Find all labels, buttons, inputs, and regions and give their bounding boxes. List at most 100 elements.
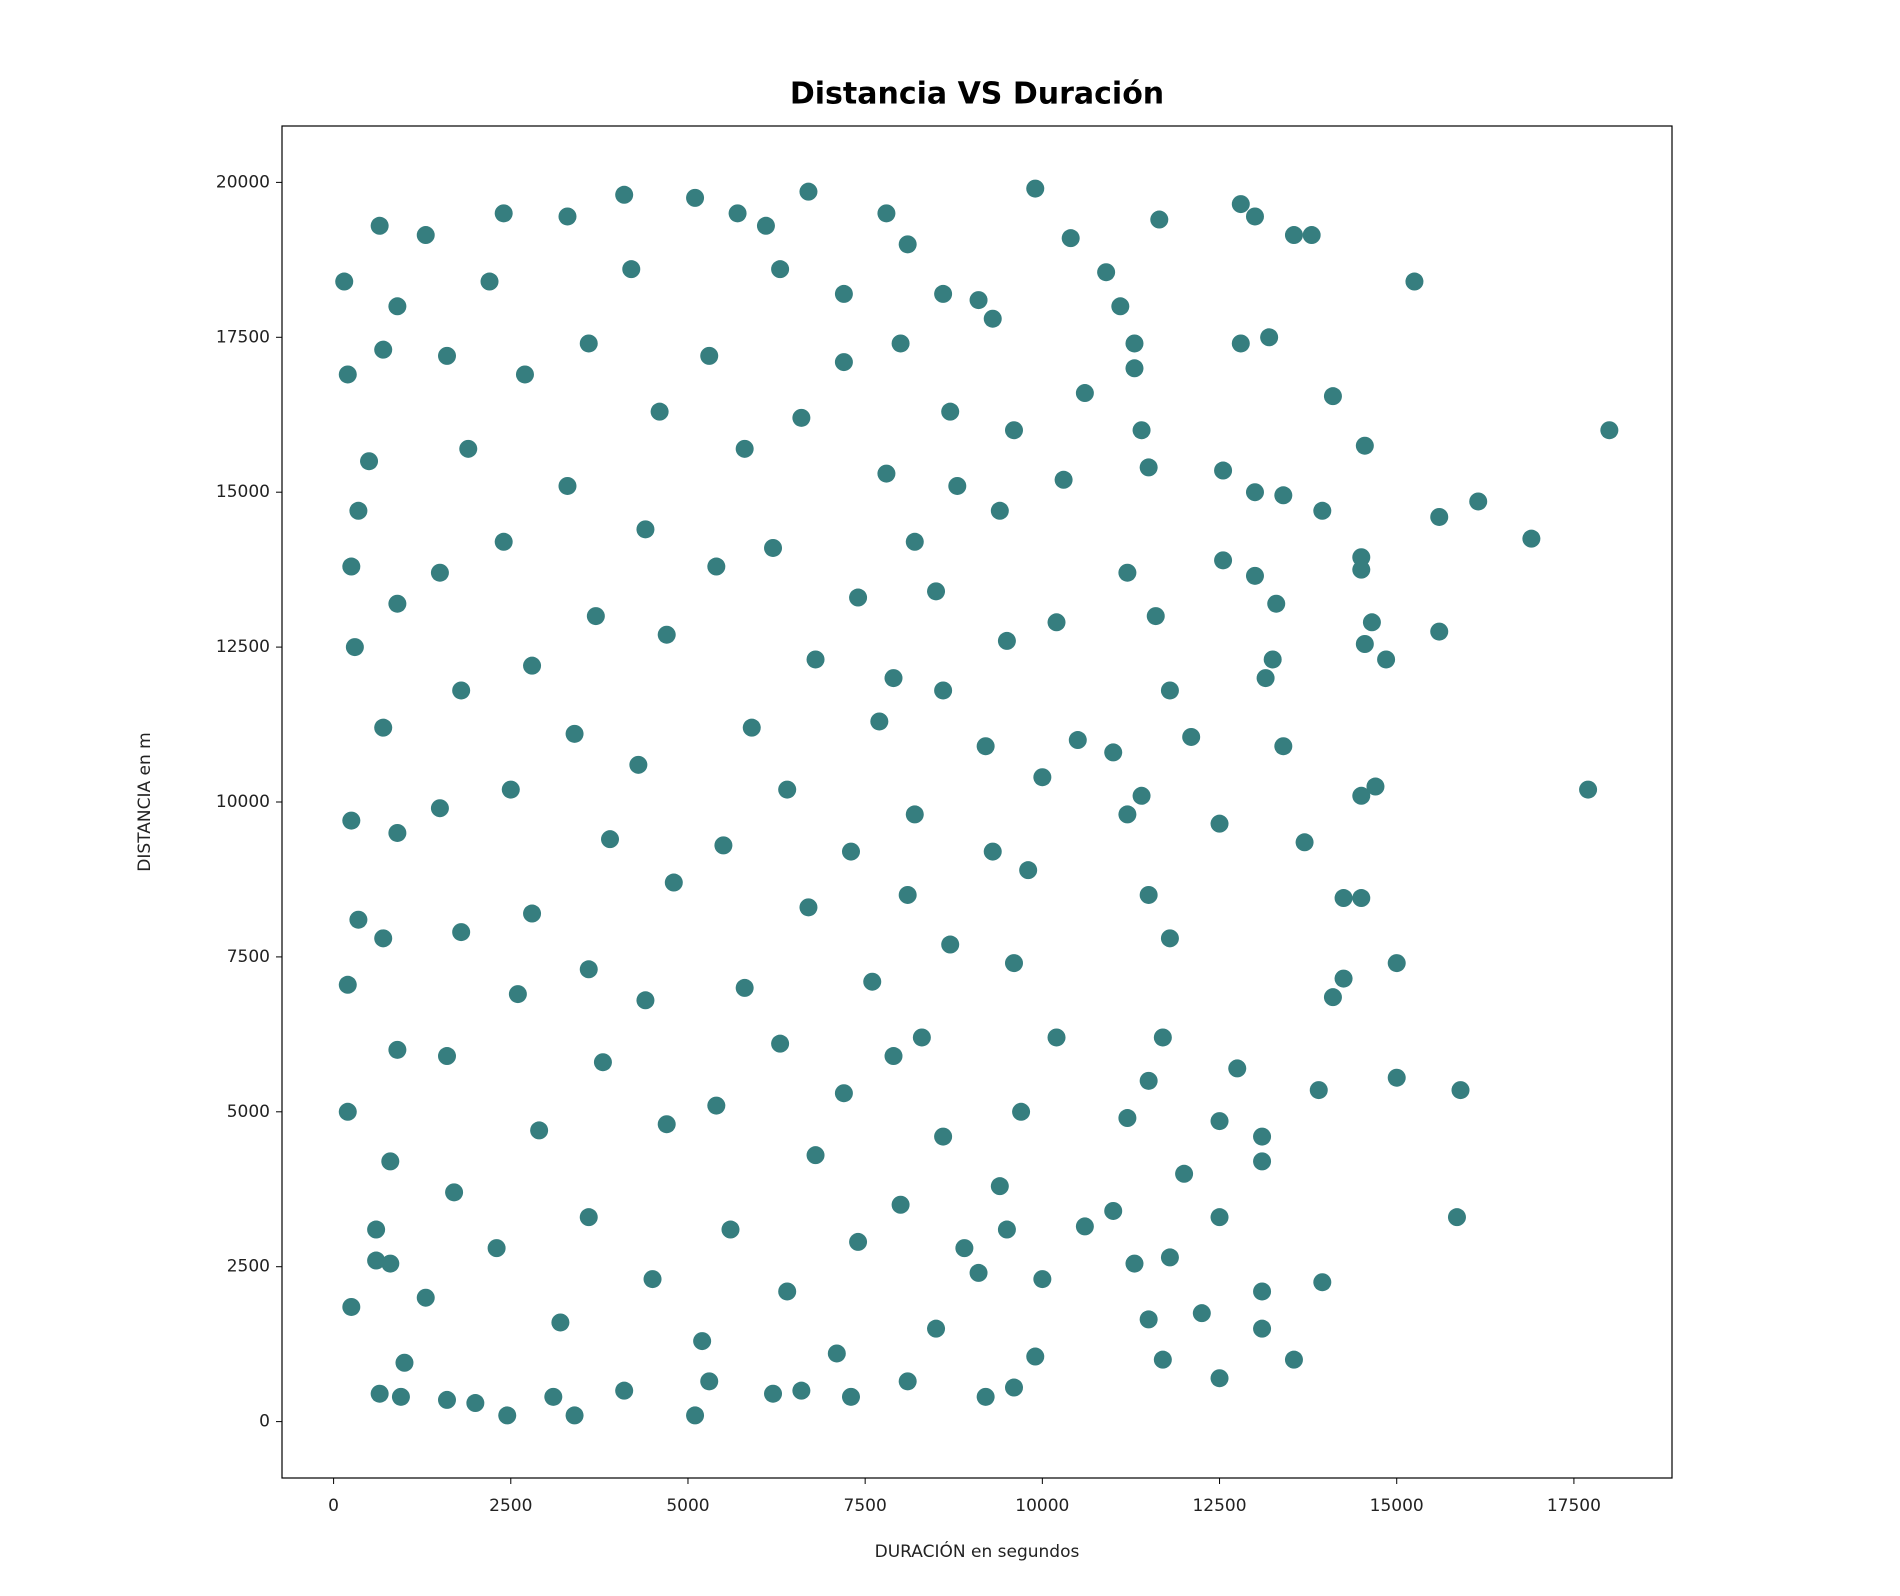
point — [501, 780, 520, 799]
point — [927, 1319, 946, 1338]
point — [1352, 786, 1371, 805]
x-tick-label: 5000 — [666, 1496, 709, 1516]
point — [416, 1288, 435, 1307]
point — [530, 1121, 549, 1140]
point — [1362, 613, 1381, 632]
point — [565, 724, 584, 743]
point — [1047, 613, 1066, 632]
point — [700, 1372, 719, 1391]
point — [1245, 566, 1264, 585]
point — [1334, 969, 1353, 988]
point — [941, 402, 960, 421]
point — [735, 978, 754, 997]
point — [1430, 507, 1449, 526]
x-tick-label: 10000 — [1015, 1496, 1069, 1516]
x-tick-label: 0 — [328, 1496, 339, 1516]
point — [1214, 551, 1233, 570]
point — [445, 1183, 464, 1202]
point — [1118, 563, 1137, 582]
x-axis-label: DURACIÓN en segundos — [875, 1540, 1080, 1562]
point — [1405, 272, 1424, 291]
point — [1352, 548, 1371, 567]
y-tick-label: 15000 — [216, 482, 270, 502]
point — [1313, 1273, 1332, 1292]
point — [742, 718, 761, 737]
point — [657, 625, 676, 644]
point — [1387, 1068, 1406, 1087]
point — [1118, 805, 1137, 824]
point — [1182, 727, 1201, 746]
point — [1267, 594, 1286, 613]
point — [1214, 461, 1233, 480]
point — [338, 975, 357, 994]
point — [565, 1406, 584, 1425]
point — [799, 898, 818, 917]
point — [523, 656, 542, 675]
point — [452, 923, 471, 942]
point — [1256, 669, 1275, 688]
point — [891, 1195, 910, 1214]
point — [367, 1220, 386, 1239]
point — [827, 1344, 846, 1363]
point — [1125, 334, 1144, 353]
point — [1231, 334, 1250, 353]
point — [891, 334, 910, 353]
point — [643, 1270, 662, 1289]
point — [1026, 1347, 1045, 1366]
point — [1284, 1350, 1303, 1369]
point — [650, 402, 669, 421]
point — [877, 464, 896, 483]
point — [1263, 650, 1282, 669]
point — [714, 836, 733, 855]
point — [1245, 207, 1264, 226]
point — [1253, 1282, 1272, 1301]
point — [707, 1096, 726, 1115]
point — [374, 340, 393, 359]
point — [1033, 768, 1052, 787]
point — [551, 1313, 570, 1332]
point — [778, 1282, 797, 1301]
point — [622, 260, 641, 279]
point — [1004, 954, 1023, 973]
y-tick-label: 12500 — [216, 637, 270, 657]
point — [1313, 501, 1332, 520]
point — [1104, 743, 1123, 762]
point — [778, 780, 797, 799]
point — [437, 1390, 456, 1409]
point — [863, 972, 882, 991]
point — [686, 188, 705, 207]
point — [771, 260, 790, 279]
point — [806, 1146, 825, 1165]
point — [1323, 387, 1342, 406]
point — [1323, 988, 1342, 1007]
point — [1253, 1127, 1272, 1146]
point — [905, 532, 924, 551]
point — [381, 1254, 400, 1273]
point — [1469, 492, 1488, 511]
point — [1231, 195, 1250, 214]
chart-title: Distancia VS Duración — [790, 77, 1164, 112]
point — [360, 452, 379, 471]
x-tick-label: 15000 — [1370, 1496, 1424, 1516]
point — [664, 873, 683, 892]
point — [342, 1297, 361, 1316]
point — [1111, 297, 1130, 316]
y-tick-label: 0 — [259, 1412, 270, 1432]
y-tick-label: 7500 — [227, 947, 270, 967]
y-tick-label: 5000 — [227, 1102, 270, 1122]
point — [948, 476, 967, 495]
point — [1146, 607, 1165, 626]
point — [615, 1381, 634, 1400]
point — [728, 204, 747, 223]
point — [983, 842, 1002, 861]
point — [1274, 737, 1293, 756]
point — [983, 309, 1002, 328]
point — [1160, 1248, 1179, 1267]
point — [1068, 731, 1087, 750]
point — [834, 1084, 853, 1103]
point — [771, 1034, 790, 1053]
point — [735, 439, 754, 458]
point — [579, 334, 598, 353]
